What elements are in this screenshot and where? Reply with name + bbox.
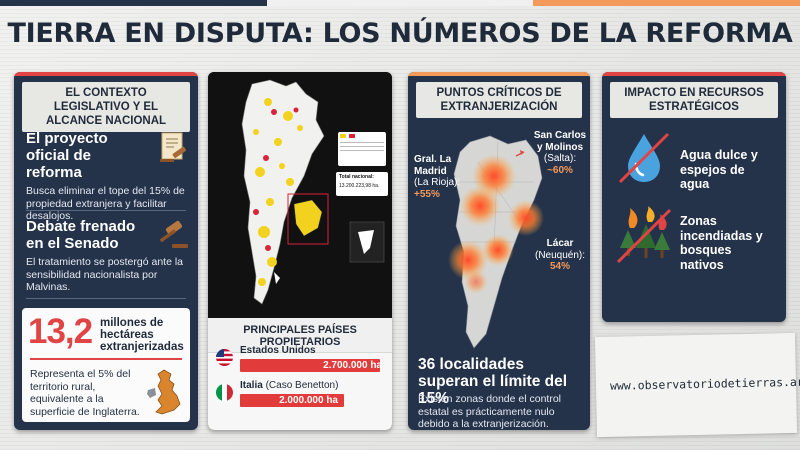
point-san-carlos: San Carlos y Molinos (Salta): ~60% (532, 130, 588, 176)
hectares-number: 13,2 (28, 312, 93, 351)
owner-bar-italy (240, 394, 344, 407)
point-pct: +55% (414, 188, 440, 200)
impact-water-label: Agua dulce y espejos de agua (680, 148, 758, 191)
impact-water: Agua dulce y espejos de agua (616, 130, 776, 191)
national-total-label: Total nacional: (339, 174, 374, 180)
document-gavel-icon (156, 130, 190, 164)
impact-heading: IMPACTO EN RECURSOS ESTRATÉGICOS (610, 82, 778, 118)
panel-accent (408, 72, 590, 76)
owners-chart: PRINCIPALES PAÍSES PROPIETARIOS Estados … (208, 318, 392, 430)
owner-value-usa: 2.700.000 ha (323, 360, 382, 371)
top-accent-bar (0, 0, 800, 6)
hectares-stat-card: 13,2 millones de hectáreas extranjerizad… (22, 308, 190, 422)
owner-country-italy: Italia (Caso Benetton) (240, 380, 338, 391)
reform-project-title: El proyecto oficial de reforma (26, 130, 108, 181)
burning-forest-icon (616, 206, 672, 266)
point-region: (Salta): (543, 153, 577, 164)
legislative-panel: EL CONTEXTO LEGISLATIVO Y EL ALCANCE NAC… (14, 72, 198, 430)
national-total-value: 13.200.223,98 ha. (339, 183, 380, 189)
impact-forest: Zonas incendiadas y bosques nativos (616, 206, 776, 276)
point-region: (Neuquén): (534, 249, 586, 261)
owner-value-italy: 2.000.000 ha (279, 395, 338, 406)
source-url-card: www.observatoriodetierras.ar/ (594, 332, 800, 438)
argentina-departments-map (241, 79, 385, 305)
point-pct: ~60% (547, 164, 573, 176)
point-name: Lácar (546, 238, 574, 249)
senate-title: Debate frenado en el Senado (26, 218, 136, 252)
argentina-hotspot-map (448, 135, 544, 349)
critical-points-panel: PUNTOS CRÍTICOS DE EXTRANJERIZACIÓN (408, 72, 590, 430)
reform-project-block: El proyecto oficial de reforma Busca eli… (26, 130, 190, 223)
owner-country-name: Italia (240, 380, 263, 391)
owner-bar-usa (240, 359, 380, 372)
source-url[interactable]: www.observatoriodetierras.ar/ (609, 374, 800, 393)
point-region: (La Rioja): (414, 177, 461, 188)
critical-heading: PUNTOS CRÍTICOS DE EXTRANJERIZACIÓN (416, 82, 582, 118)
map-panel: Total nacional: 13.200.223,98 ha. PRINCI… (208, 72, 392, 430)
point-la-madrid: Gral. La Madrid (La Rioja): +55% (414, 154, 474, 200)
divider (26, 298, 186, 299)
owner-country-name: Estados Unidos (240, 345, 316, 356)
usa-flag-icon (216, 349, 233, 366)
point-name: Gral. La Madrid (414, 154, 452, 177)
map-legend (338, 132, 386, 166)
reform-project-text: Busca eliminar el tope del 15% de propie… (26, 185, 185, 222)
point-name: San Carlos y Molinos (533, 130, 587, 153)
italy-flag-icon (216, 384, 233, 401)
owners-heading: PRINCIPALES PAÍSES PROPIETARIOS (208, 318, 392, 353)
page-title: TIERRA EN DISPUTA: LOS NÚMEROS DE LA REF… (7, 18, 793, 49)
hectares-label: millones de hectáreas extranjerizadas (100, 317, 184, 353)
impact-forest-label: Zonas incendiadas y bosques nativos (680, 214, 763, 272)
owner-country-usa: Estados Unidos (240, 345, 316, 356)
impact-panel: IMPACTO EN RECURSOS ESTRATÉGICOS Agua du… (602, 72, 786, 322)
point-pct: 54% (549, 261, 570, 272)
uk-map-icon (144, 368, 186, 418)
critical-text: Existen zonas donde el control estatal e… (418, 393, 562, 430)
panel-accent (602, 72, 786, 76)
critical-title: 36 localidades superan el límite del 15% (418, 356, 568, 407)
hectares-text: Representa el 5% del territorio rural, e… (30, 368, 140, 418)
senate-text: El tratamiento se postergó ante la sensi… (26, 256, 184, 293)
senate-block: Debate frenado en el Senado El tratamien… (26, 218, 190, 294)
divider (26, 210, 186, 211)
panel-accent (14, 72, 198, 76)
national-total-box: Total nacional: 13.200.223,98 ha. (336, 172, 388, 196)
owner-country-detail: (Caso Benetton) (262, 380, 339, 391)
legislative-heading: EL CONTEXTO LEGISLATIVO Y EL ALCANCE NAC… (22, 82, 190, 132)
stat-underline (30, 358, 182, 360)
argentina-map: Total nacional: 13.200.223,98 ha. (208, 72, 392, 312)
hotspot-map (408, 122, 590, 392)
gavel-icon (156, 218, 190, 252)
point-lacar: Lácar (Neuquén): 54% (532, 238, 588, 273)
water-drop-icon (616, 130, 672, 186)
